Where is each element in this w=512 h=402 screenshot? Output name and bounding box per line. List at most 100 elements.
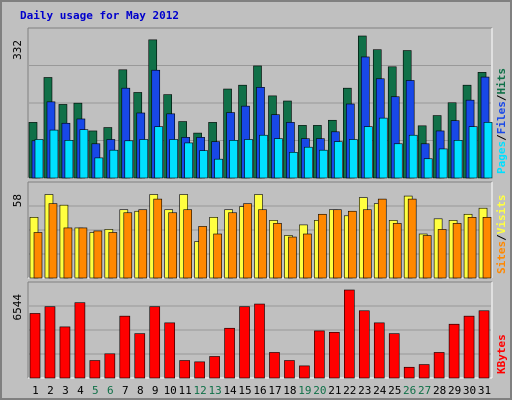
sites-bar	[198, 226, 207, 279]
hits-legend-pages: Pages	[495, 141, 508, 174]
day-label: 6	[107, 384, 114, 397]
kbytes-bar	[74, 302, 86, 379]
kbytes-bar	[89, 360, 101, 379]
day-label: 15	[238, 384, 251, 397]
kbytes-bar	[299, 365, 310, 379]
sites-bar	[33, 232, 43, 279]
day-label: 12	[194, 384, 207, 397]
sites-bar	[452, 223, 462, 279]
sites-bar	[333, 209, 342, 279]
day-label: 24	[373, 384, 387, 397]
sites-bar	[168, 212, 178, 279]
pages-bar	[244, 139, 253, 179]
sites-bar	[153, 198, 163, 279]
kbytes-bar	[373, 322, 385, 379]
pages-bar	[184, 142, 193, 179]
day-label: 13	[208, 384, 221, 397]
kbytes-bar	[418, 364, 430, 379]
sites-bar	[48, 203, 58, 279]
sites-bar	[213, 233, 222, 279]
pages-bar	[304, 146, 313, 179]
day-label: 17	[268, 384, 281, 397]
hits-legend-files: Files	[495, 101, 508, 134]
sites-bar	[377, 198, 387, 279]
kbytes-bar	[119, 315, 131, 379]
day-label: 2	[47, 384, 54, 397]
visits-legend: Sites/Visits	[495, 195, 508, 275]
sites-bar	[437, 229, 447, 279]
kbytes-bar	[329, 331, 340, 379]
sites-bar	[288, 236, 297, 279]
visits-legend-separator: /	[495, 234, 508, 241]
pages-bar	[169, 139, 179, 179]
kbytes-bar	[463, 315, 475, 379]
pages-bar	[363, 126, 373, 179]
sites-bar	[482, 217, 492, 279]
pages-bar	[334, 141, 343, 179]
pages-bar	[393, 143, 403, 179]
pages-bar	[453, 140, 463, 179]
sites-bar	[78, 227, 88, 279]
day-label: 1	[32, 384, 39, 397]
day-label: 20	[313, 384, 326, 397]
pages-bar	[423, 158, 433, 179]
kbytes-bar	[433, 352, 445, 379]
kbytes-bar	[269, 352, 280, 379]
pages-bar	[378, 117, 388, 179]
sites-bar	[138, 209, 148, 279]
sites-bar	[407, 198, 417, 279]
sites-bar	[123, 212, 133, 279]
kbytes-bar	[314, 330, 325, 379]
day-label: 5	[92, 384, 99, 397]
kbytes-bar	[104, 353, 116, 379]
kbytes-legend-kbytes: KBytes	[495, 334, 508, 374]
kbytes-bar	[149, 306, 161, 379]
pages-bar	[154, 126, 164, 179]
day-label: 16	[253, 384, 266, 397]
pages-bar	[94, 157, 104, 179]
sites-bar	[258, 209, 267, 279]
sites-bar	[318, 213, 327, 279]
kbytes-bar	[388, 333, 400, 379]
pages-bar	[259, 134, 268, 179]
day-label: 3	[62, 384, 69, 397]
day-label: 14	[223, 384, 237, 397]
sites-bar	[348, 210, 357, 279]
pages-bar	[319, 149, 328, 179]
pages-bar	[79, 129, 89, 179]
day-label: 21	[328, 384, 341, 397]
day-label: 9	[152, 384, 159, 397]
kbytes-bar	[448, 323, 460, 379]
day-label: 30	[463, 384, 476, 397]
sites-bar	[93, 230, 103, 279]
day-label: 23	[358, 384, 371, 397]
day-label: 8	[137, 384, 144, 397]
visits-legend-sites: Sites	[495, 241, 508, 274]
pages-bar	[49, 129, 59, 179]
kbytes-bar	[179, 360, 190, 379]
pages-bar	[274, 138, 283, 179]
day-label: 7	[122, 384, 129, 397]
sites-bar	[467, 217, 477, 279]
chart-title: Daily usage for May 2012	[20, 9, 179, 22]
sites-bar	[392, 223, 402, 279]
sites-bar	[228, 212, 237, 279]
day-label: 31	[478, 384, 491, 397]
kbytes-bar	[134, 333, 146, 379]
visits-max-label: 58	[11, 194, 24, 207]
day-label: 10	[164, 384, 177, 397]
kbytes-bar	[194, 361, 205, 379]
hits-legend-hits: Hits	[495, 68, 508, 95]
hits-legend: Pages/Files/Hits	[495, 68, 508, 174]
pages-bar	[408, 134, 418, 179]
day-label: 4	[77, 384, 84, 397]
kbytes-bar	[239, 306, 250, 379]
day-label: 22	[343, 384, 356, 397]
sites-bar	[183, 209, 192, 279]
day-label: 18	[283, 384, 296, 397]
day-label: 19	[298, 384, 311, 397]
kbytes-bar	[284, 360, 295, 379]
pages-bar	[289, 152, 298, 179]
